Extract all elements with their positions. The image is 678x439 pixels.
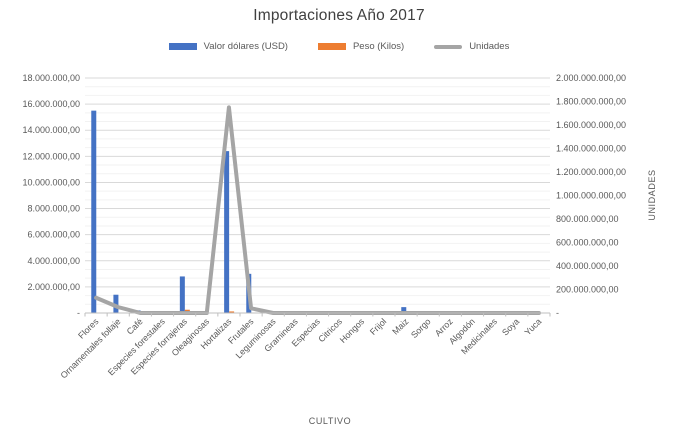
bar-valor-dolares — [91, 110, 97, 313]
bar-valor-dolares — [401, 307, 407, 313]
left-y-axis-tick-label: 2.000.000,00 — [27, 282, 80, 292]
legend-label: Peso (Kilos) — [352, 41, 405, 52]
right-y-axis-tick-label: 800.000.000,00 — [556, 214, 619, 224]
chart-title: Importaciones Año 2017 — [253, 7, 425, 24]
legend-item-valor-dolares: Valor dólares (USD) — [168, 41, 288, 52]
right-y-axis-title: UNIDADES — [647, 169, 657, 220]
x-category-label: Sorgo — [409, 316, 433, 340]
x-category-label: Frijol — [368, 316, 389, 337]
x-axis-title: CULTIVO — [309, 416, 352, 426]
unidades-line — [94, 105, 541, 315]
bar-valor-dolares — [224, 151, 230, 313]
legend-label: Valor dólares (USD) — [203, 41, 288, 52]
right-y-axis-tick-label: 400.000.000,00 — [556, 261, 619, 271]
legend-item-unidades: Unidades — [434, 41, 509, 52]
right-y-axis-tick-label: - — [556, 308, 559, 318]
left-y-axis-tick-label: 6.000.000,00 — [27, 230, 80, 240]
left-y-axis-tick-label: 16.000.000,00 — [22, 99, 80, 109]
right-y-axis-tick-label: 1.200.000.000,00 — [556, 167, 626, 177]
right-y-axis-tick-label: 600.000.000,00 — [556, 238, 619, 248]
x-category-label: Yuca — [522, 316, 543, 337]
legend-swatch-line-icon — [434, 44, 463, 49]
left-y-axis-tick-label: 12.000.000,00 — [22, 151, 80, 161]
left-y-axis-tick-label: 18.000.000,00 — [22, 73, 80, 83]
right-y-axis-tick-label: 1.400.000.000,00 — [556, 144, 626, 154]
right-y-axis-tick-label: 2.000.000.000,00 — [556, 73, 626, 83]
legend-swatch-bar-icon — [168, 43, 197, 50]
right-y-axis-tick-label: 1.600.000.000,00 — [556, 120, 626, 130]
legend: Valor dólares (USD) Peso (Kilos) Unidade… — [0, 41, 678, 52]
bar-valor-dolares — [113, 294, 119, 313]
x-category-label: Soya — [500, 316, 521, 337]
left-y-axis-tick-label: 14.000.000,00 — [22, 125, 80, 135]
legend-label: Unidades — [469, 41, 510, 52]
x-category-label: Hongos — [338, 316, 367, 345]
right-y-axis-tick-label: 1.000.000.000,00 — [556, 191, 626, 201]
right-y-axis-tick-label: 200.000.000,00 — [556, 285, 619, 295]
legend-swatch-bar-icon — [317, 43, 346, 50]
bar-peso-kilos — [229, 311, 235, 313]
left-y-axis-tick-label: 10.000.000,00 — [22, 177, 80, 187]
left-y-axis-tick-label: 8.000.000,00 — [27, 204, 80, 214]
left-y-axis-tick-label: 4.000.000,00 — [27, 256, 80, 266]
bar-valor-dolares — [179, 276, 185, 313]
legend-item-peso-kilos: Peso (Kilos) — [317, 41, 405, 52]
left-y-axis-tick-label: - — [77, 308, 80, 318]
x-category-label: Maiz — [390, 316, 410, 336]
right-y-axis-tick-label: 1.800.000.000,00 — [556, 97, 626, 107]
